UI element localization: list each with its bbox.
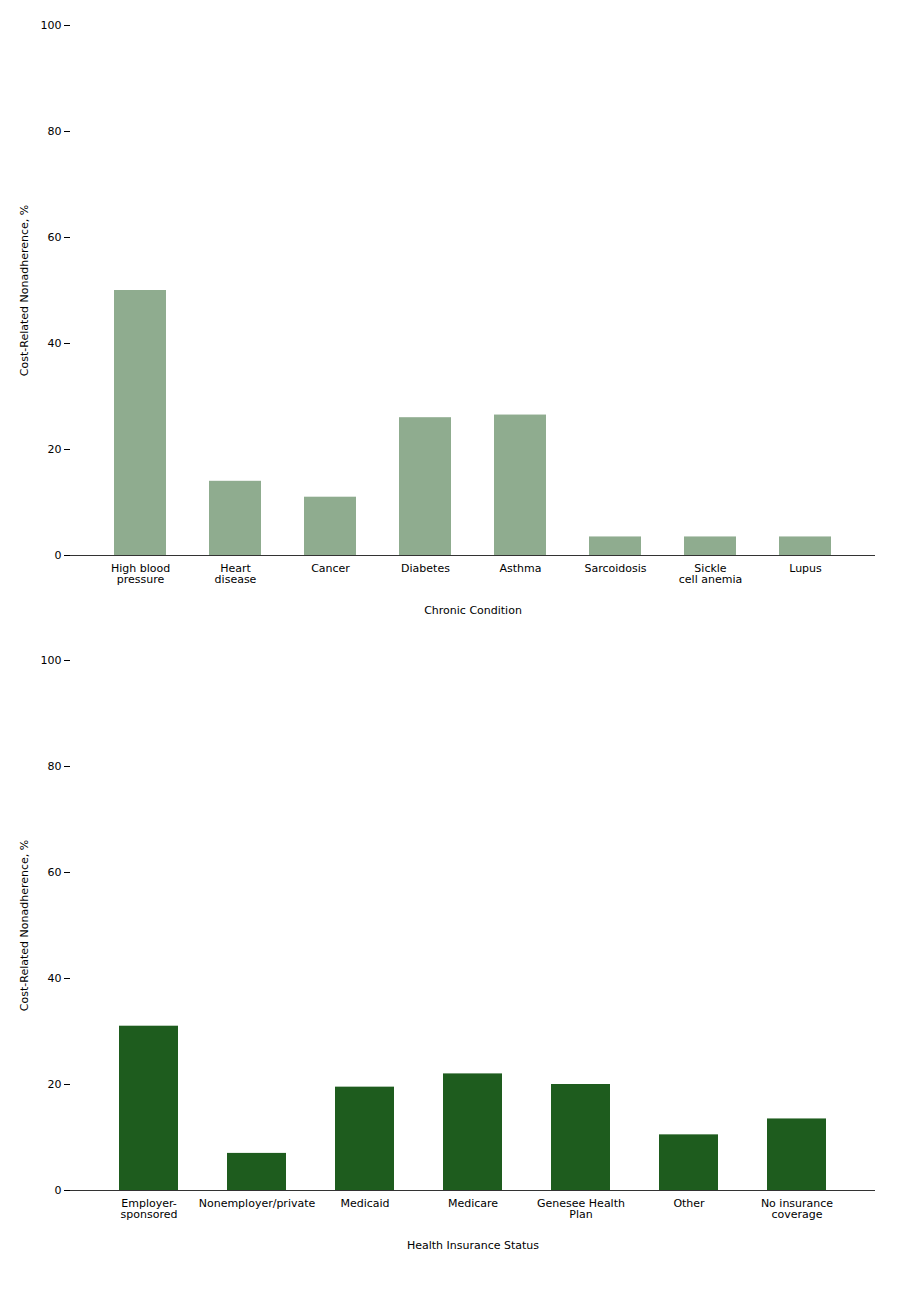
svg-text:100: 100: [41, 654, 62, 667]
svg-text:Nonemployer/private: Nonemployer/private: [199, 1197, 316, 1210]
svg-text:Medicaid: Medicaid: [340, 1197, 389, 1210]
svg-text:Cost-Related Nonadherence, %: Cost-Related Nonadherence, %: [18, 840, 31, 1011]
svg-text:0: 0: [55, 1184, 62, 1197]
svg-text:Sarcoidosis: Sarcoidosis: [584, 562, 646, 575]
svg-text:20: 20: [48, 443, 62, 456]
svg-text:High bloodpressure: High bloodpressure: [111, 562, 170, 586]
svg-text:Other: Other: [673, 1197, 705, 1210]
svg-text:20: 20: [48, 1078, 62, 1091]
svg-text:Health Insurance Status: Health Insurance Status: [407, 1239, 539, 1252]
svg-text:Medicare: Medicare: [448, 1197, 498, 1210]
svg-text:No insurancecoverage: No insurancecoverage: [761, 1197, 833, 1221]
svg-text:100: 100: [41, 19, 62, 32]
svg-text:60: 60: [48, 866, 62, 879]
svg-text:Chronic Condition: Chronic Condition: [424, 604, 522, 617]
svg-text:Lupus: Lupus: [789, 562, 822, 575]
svg-text:80: 80: [48, 760, 62, 773]
svg-text:Asthma: Asthma: [500, 562, 542, 575]
svg-text:Genesee HealthPlan: Genesee HealthPlan: [537, 1197, 625, 1221]
svg-text:Cost-Related Nonadherence, %: Cost-Related Nonadherence, %: [18, 205, 31, 376]
svg-text:Sicklecell anemia: Sicklecell anemia: [679, 562, 742, 586]
svg-text:60: 60: [48, 231, 62, 244]
svg-text:40: 40: [48, 972, 62, 985]
svg-text:0: 0: [55, 549, 62, 562]
svg-text:40: 40: [48, 337, 62, 350]
svg-text:Diabetes: Diabetes: [401, 562, 450, 575]
svg-text:Cancer: Cancer: [311, 562, 350, 575]
svg-text:Heartdisease: Heartdisease: [215, 562, 257, 586]
svg-text:Employer-sponsored: Employer-sponsored: [121, 1197, 178, 1221]
svg-text:80: 80: [48, 125, 62, 138]
